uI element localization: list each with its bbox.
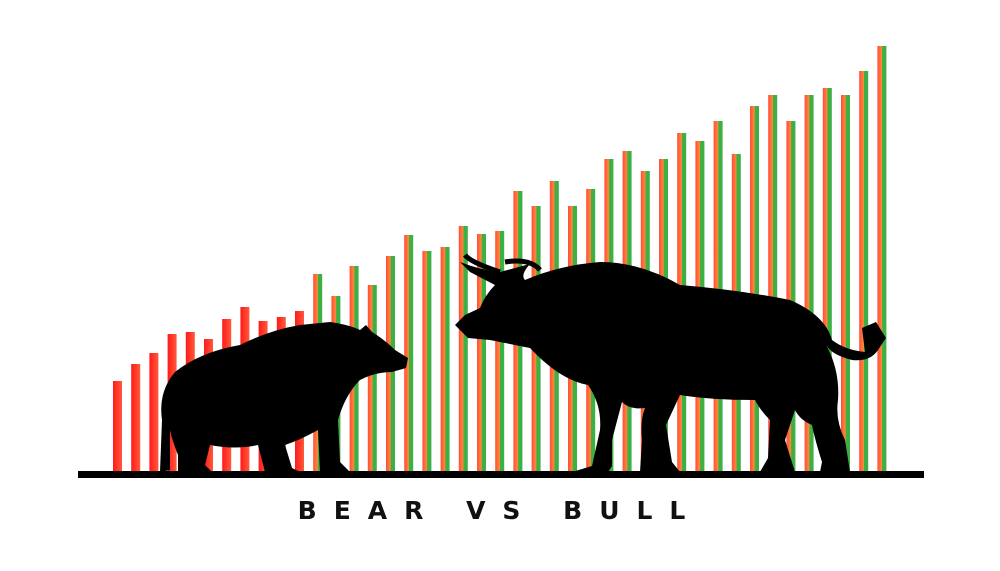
bull-bar <box>877 46 887 471</box>
bull-bar <box>422 251 432 471</box>
caption-title: BEAR VS BULL <box>297 496 703 525</box>
bull-bar <box>367 285 377 471</box>
bear-bar <box>113 381 122 471</box>
bear-bar <box>149 353 159 471</box>
bull-horn-icon <box>462 253 542 275</box>
bull-bar <box>786 121 796 471</box>
bull-bar <box>477 234 486 471</box>
bull-bar <box>458 226 468 471</box>
bull-bar <box>440 247 450 471</box>
bull-bar <box>822 88 832 471</box>
bull-bar <box>495 231 505 471</box>
bear-bar <box>131 364 141 471</box>
bull-bar <box>804 95 814 471</box>
ground-line <box>78 471 924 478</box>
bull-silhouette-icon <box>455 262 886 472</box>
bull-bar <box>750 106 759 471</box>
bull-bar <box>404 235 414 471</box>
bull-bar <box>859 71 869 471</box>
bull-bar <box>841 95 850 471</box>
bear-silhouette-icon <box>160 322 408 472</box>
bull-bar <box>768 95 778 471</box>
